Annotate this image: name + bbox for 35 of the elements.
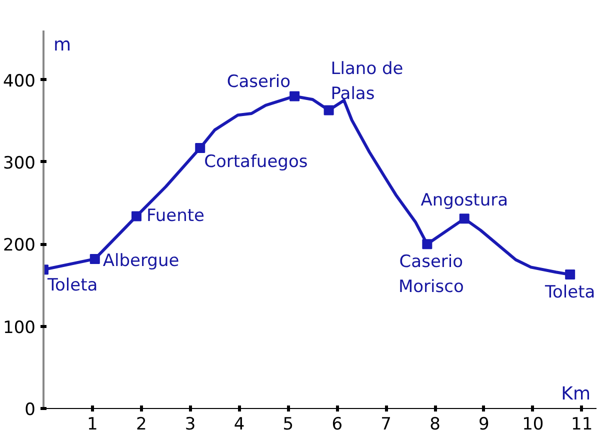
- x-tick-label: 1: [87, 414, 98, 434]
- y-tick-label: 400: [3, 71, 36, 92]
- x-tick-label: 3: [184, 414, 196, 434]
- point: [290, 91, 300, 102]
- x-tick-label: 7: [380, 414, 392, 434]
- point: [90, 254, 100, 264]
- x-tick-label: 2: [136, 414, 147, 434]
- annotation: Toleta: [544, 282, 596, 303]
- x-tick-label: 5: [282, 414, 294, 434]
- point: [324, 105, 334, 116]
- annotation: Caserio: [226, 72, 291, 92]
- y-tick-label: 100: [3, 318, 36, 338]
- y-axis-title: m: [54, 34, 72, 56]
- annotation: Angostura: [420, 190, 508, 211]
- x-axis-title: Km: [561, 384, 591, 404]
- annotation: Cortafuegos: [204, 152, 308, 172]
- annotation: Caserio Morisco: [398, 252, 464, 298]
- point: [459, 214, 470, 224]
- y-tick-label: 0: [24, 400, 36, 420]
- annotation: Llano de Palas: [330, 59, 404, 104]
- y-tick-label: 200: [3, 236, 36, 256]
- annotation: Fuente: [146, 206, 204, 226]
- x-tick-label: 4: [234, 414, 245, 434]
- annotation: Albergue: [102, 250, 180, 271]
- point: [422, 239, 432, 250]
- point: [565, 270, 576, 280]
- x-tick-label: 9: [478, 414, 490, 434]
- annotation: Toleta: [46, 276, 98, 296]
- x-tick-label: 8: [430, 414, 440, 434]
- y-tick-label: 300: [3, 153, 36, 174]
- point: [195, 143, 206, 154]
- x-tick-label: 10: [522, 414, 544, 434]
- x-tick-label: 6: [332, 414, 343, 434]
- point: [131, 211, 142, 222]
- x-tick-label: 11: [571, 414, 593, 434]
